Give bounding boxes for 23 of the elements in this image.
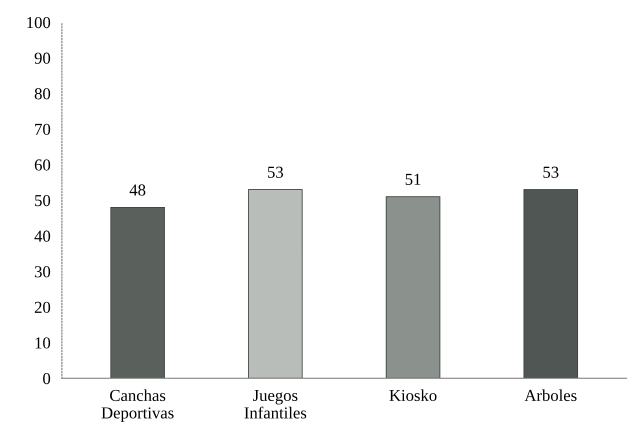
x-tick-label: Canchas Deportivas <box>102 389 174 422</box>
y-tick-label: 70 <box>35 124 50 135</box>
bar <box>248 189 303 378</box>
y-tick-label: 10 <box>36 337 50 349</box>
data-label: 51 <box>406 174 420 185</box>
y-tick-label: 40 <box>34 230 50 242</box>
x-tick-label: Arboles <box>524 389 577 402</box>
y-tick-label: 80 <box>34 88 50 100</box>
y-tick-label: 20 <box>34 302 50 313</box>
y-tick-label: 60 <box>34 159 50 171</box>
bar <box>386 196 440 378</box>
y-tick-label: 0 <box>43 372 50 384</box>
y-tick-label: 90 <box>34 52 50 64</box>
x-tick-label: Kiosko <box>389 389 436 402</box>
x-tick-label: Juegos Infantiles <box>244 390 306 419</box>
y-tick-label: 100 <box>27 16 50 28</box>
y-tick-label: 50 <box>35 194 50 206</box>
y-tick-label: 30 <box>34 266 50 278</box>
data-label: 53 <box>268 166 284 178</box>
data-label: 53 <box>543 166 558 178</box>
bar <box>110 206 165 378</box>
bar <box>524 189 578 378</box>
data-label: 48 <box>130 184 146 196</box>
